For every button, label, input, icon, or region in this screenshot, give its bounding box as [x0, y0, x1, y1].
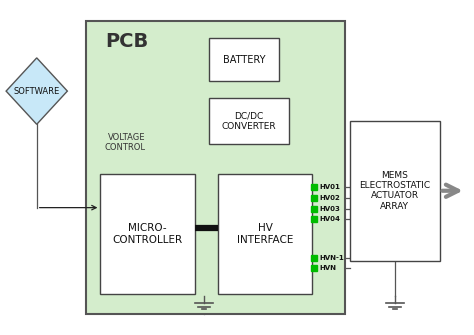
Text: VOLTAGE
CONTROL: VOLTAGE CONTROL — [104, 133, 145, 152]
Text: DC/DC
CONVERTER: DC/DC CONVERTER — [221, 111, 276, 131]
Bar — [100, 174, 195, 294]
Text: BATTERY: BATTERY — [223, 55, 265, 65]
Text: HV
INTERFACE: HV INTERFACE — [237, 223, 293, 245]
Text: HVN: HVN — [319, 266, 337, 271]
Bar — [209, 98, 289, 144]
Text: HV04: HV04 — [319, 216, 340, 222]
Text: HV02: HV02 — [319, 195, 340, 201]
Bar — [209, 38, 279, 81]
FancyArrowPatch shape — [442, 185, 458, 197]
Text: PCB: PCB — [105, 32, 148, 51]
Text: HV01: HV01 — [319, 185, 340, 190]
Text: HVN-1: HVN-1 — [319, 255, 344, 261]
Polygon shape — [6, 58, 67, 124]
Bar — [86, 21, 346, 314]
Text: MICRO-
CONTROLLER: MICRO- CONTROLLER — [112, 223, 182, 245]
Bar — [350, 121, 439, 261]
Text: SOFTWARE: SOFTWARE — [14, 86, 60, 95]
Bar — [218, 174, 312, 294]
Text: HV03: HV03 — [319, 206, 340, 212]
Text: MEMS
ELECTROSTATIC
ACTUATOR
ARRAY: MEMS ELECTROSTATIC ACTUATOR ARRAY — [359, 171, 430, 211]
